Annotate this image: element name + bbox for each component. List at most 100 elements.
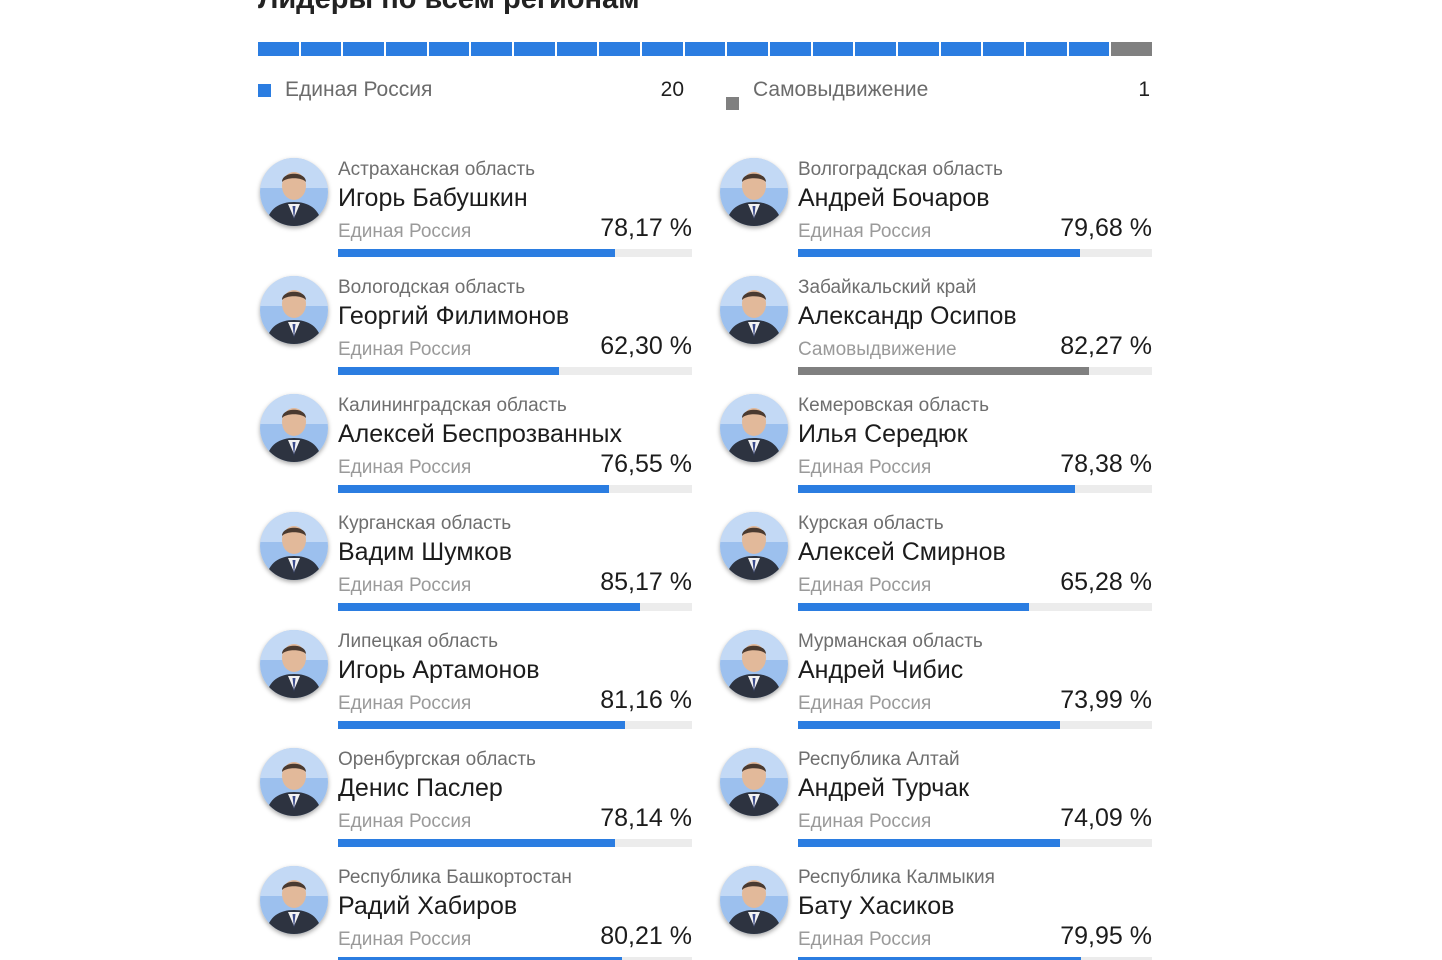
- leader-name: Денис Паслер: [338, 774, 503, 802]
- region-label: Калининградская область: [338, 395, 567, 416]
- leader-info: Республика Алтай Андрей Турчак Единая Ро…: [798, 740, 1152, 858]
- avatar: [260, 748, 328, 816]
- vote-bar-fill: [338, 721, 626, 729]
- region-label: Кемеровская область: [798, 395, 989, 416]
- vote-bar-fill: [798, 603, 1030, 611]
- leader-card: Забайкальский край Александр Осипов Само…: [718, 268, 1152, 386]
- seat-segment-united-russia: [471, 42, 513, 56]
- seat-segment-united-russia: [514, 42, 555, 56]
- party-label: Единая Россия: [338, 575, 472, 596]
- leader-info: Волгоградская область Андрей Бочаров Еди…: [798, 150, 1152, 268]
- avatar: [720, 276, 788, 344]
- person-icon: [260, 158, 328, 226]
- seat-segment-united-russia: [300, 42, 342, 56]
- seat-segment-united-russia: [898, 42, 939, 56]
- party-label: Единая Россия: [798, 929, 932, 950]
- vote-bar-fill: [338, 249, 615, 257]
- leaders-grid: Астраханская область Игорь Бабушкин Един…: [258, 150, 1152, 960]
- avatar: [720, 394, 788, 462]
- party-label: Единая Россия: [798, 811, 932, 832]
- party-label: Единая Россия: [798, 575, 932, 596]
- leader-card: Волгоградская область Андрей Бочаров Еди…: [718, 150, 1152, 268]
- party-label: Единая Россия: [338, 221, 472, 242]
- seat-segment-united-russia: [642, 42, 683, 56]
- seat-segment-united-russia: [684, 42, 726, 56]
- region-label: Республика Калмыкия: [798, 867, 995, 888]
- region-label: Курская область: [798, 513, 944, 534]
- leader-card: Курганская область Вадим Шумков Единая Р…: [258, 504, 692, 622]
- seat-segment-united-russia: [1026, 42, 1067, 56]
- person-icon: [720, 630, 788, 698]
- vote-bar-track: [798, 839, 1152, 847]
- party-label: Единая Россия: [798, 457, 932, 478]
- seat-segment-united-russia: [343, 42, 385, 56]
- legend-count: 1: [1138, 78, 1150, 101]
- vote-bar-track: [798, 721, 1152, 729]
- leader-card: Республика Калмыкия Бату Хасиков Единая …: [718, 858, 1152, 960]
- person-icon: [260, 630, 328, 698]
- person-icon: [260, 866, 328, 934]
- leader-name: Александр Осипов: [798, 302, 1017, 330]
- vote-bar-fill: [338, 957, 622, 960]
- leader-card: Республика Алтай Андрей Турчак Единая Ро…: [718, 740, 1152, 858]
- party-label: Единая Россия: [338, 929, 472, 950]
- leader-name: Алексей Смирнов: [798, 538, 1006, 566]
- region-label: Астраханская область: [338, 159, 536, 180]
- leader-info: Республика Башкортостан Радий Хабиров Ед…: [338, 858, 692, 960]
- leader-info: Кемеровская область Илья Середюк Единая …: [798, 386, 1152, 504]
- region-label: Республика Башкортостан: [338, 867, 572, 888]
- region-label: Оренбургская область: [338, 749, 536, 770]
- seat-segment-united-russia: [812, 42, 854, 56]
- leader-card: Оренбургская область Денис Паслер Единая…: [258, 740, 692, 858]
- person-icon: [720, 158, 788, 226]
- person-icon: [260, 512, 328, 580]
- vote-percent: 82,27 %: [1060, 332, 1152, 360]
- party-label: Единая Россия: [798, 221, 932, 242]
- avatar: [260, 630, 328, 698]
- region-label: Мурманская область: [798, 631, 983, 652]
- legend-item-united-russia: Единая Россия 20: [258, 76, 684, 106]
- seat-segment-united-russia: [386, 42, 427, 56]
- legend-square-icon: [726, 97, 739, 110]
- vote-bar-track: [798, 367, 1152, 375]
- seat-segment-united-russia: [940, 42, 982, 56]
- avatar: [720, 158, 788, 226]
- party-label: Единая Россия: [338, 811, 472, 832]
- vote-percent: 73,99 %: [1060, 686, 1152, 714]
- vote-percent: 78,17 %: [600, 214, 692, 242]
- vote-bar-fill: [798, 839, 1061, 847]
- vote-bar-track: [338, 249, 692, 257]
- leader-info: Забайкальский край Александр Осипов Само…: [798, 268, 1152, 386]
- vote-bar-fill: [338, 485, 609, 493]
- vote-percent: 65,28 %: [1060, 568, 1152, 596]
- vote-bar-fill: [338, 839, 615, 847]
- seat-segment-united-russia: [599, 42, 641, 56]
- seat-segment-united-russia: [983, 42, 1025, 56]
- vote-bar-track: [338, 367, 692, 375]
- leader-name: Андрей Чибис: [798, 656, 964, 684]
- avatar: [720, 512, 788, 580]
- region-label: Липецкая область: [338, 631, 499, 652]
- vote-percent: 81,16 %: [600, 686, 692, 714]
- vote-bar-track: [338, 839, 692, 847]
- leader-info: Мурманская область Андрей Чибис Единая Р…: [798, 622, 1152, 740]
- vote-bar-track: [338, 721, 692, 729]
- vote-bar-fill: [798, 957, 1082, 960]
- leader-name: Андрей Бочаров: [798, 184, 990, 212]
- person-icon: [260, 276, 328, 344]
- leader-name: Георгий Филимонов: [338, 302, 570, 330]
- seat-segment-united-russia: [1068, 42, 1110, 56]
- seat-segment-self-nominated: [1111, 42, 1153, 56]
- legend-item-self-nominated: Самовыдвижение 1: [726, 76, 1150, 110]
- vote-bar-fill: [798, 485, 1076, 493]
- seat-segment-united-russia: [556, 42, 598, 56]
- region-label: Вологодская область: [338, 277, 526, 298]
- leader-name: Радий Хабиров: [338, 892, 518, 920]
- vote-bar-fill: [798, 721, 1060, 729]
- leader-card: Мурманская область Андрей Чибис Единая Р…: [718, 622, 1152, 740]
- leader-card: Республика Башкортостан Радий Хабиров Ед…: [258, 858, 692, 960]
- leader-card: Кемеровская область Илья Середюк Единая …: [718, 386, 1152, 504]
- seat-segment-united-russia: [727, 42, 769, 56]
- party-seat-bar: [258, 42, 1153, 56]
- vote-percent: 85,17 %: [600, 568, 692, 596]
